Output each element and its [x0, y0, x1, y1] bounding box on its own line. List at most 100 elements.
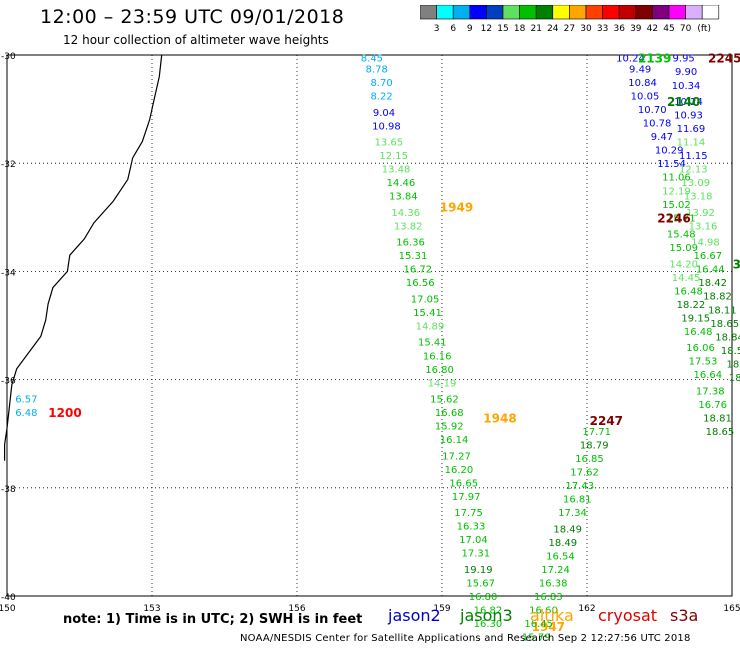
swh-value-label: 17.62 — [570, 468, 599, 479]
swh-value-label: 15.41 — [418, 338, 447, 349]
swh-value-label: 6.57 — [15, 395, 37, 406]
swh-value-label: 18.5 — [721, 346, 740, 357]
swh-value-label: 16.44 — [696, 265, 725, 276]
swh-value-label: 18.82 — [703, 292, 732, 303]
swh-value-label: 8.70 — [370, 78, 392, 89]
swh-value-label: 10.24 — [674, 97, 703, 108]
swh-value-label: 15.92 — [435, 422, 464, 433]
swh-value-label: 17.75 — [454, 508, 483, 519]
legend-item-cryosat: cryosat — [598, 606, 658, 625]
swh-value-label: 15.71 — [667, 213, 696, 224]
colorbar-tick-label: 12 — [481, 24, 492, 34]
colorbar-tick-label: 42 — [647, 24, 658, 34]
swh-value-label: 18.84 — [715, 332, 740, 343]
swh-value-label: 15.79 — [522, 633, 551, 644]
pass-time-label: 2139 — [638, 52, 671, 66]
swh-value-label: 16.67 — [694, 251, 723, 262]
map-frame — [6, 54, 733, 597]
swh-value-label: 14.20 — [669, 259, 698, 270]
swh-value-label: 16.48 — [674, 286, 703, 297]
lat-axis-label: -38 — [1, 485, 16, 495]
lat-axis-label: -32 — [1, 160, 16, 170]
legend-note: note: 1) Time is in UTC; 2) SWH is in fe… — [63, 612, 363, 627]
swh-value-label: 17.24 — [541, 565, 570, 576]
swh-value-label: 17.97 — [452, 492, 481, 503]
swh-value-label: 17.34 — [558, 508, 587, 519]
swh-value-label: 9.47 — [651, 132, 673, 143]
swh-value-label: 9.49 — [629, 65, 651, 76]
swh-value-label: 14.46 — [387, 178, 416, 189]
legend-item-jason3: jason3 — [460, 606, 513, 625]
swh-value-label: 15.67 — [466, 578, 495, 589]
swh-value-label: 9.95 — [673, 54, 695, 65]
pass-time-label: 2245 — [708, 52, 740, 66]
map-title: 12:00 – 23:59 UTC 09/01/2018 — [40, 6, 345, 28]
swh-value-label: 11.14 — [677, 138, 706, 149]
swh-value-label: 13.65 — [375, 138, 404, 149]
swh-value-label: 18.65 — [706, 427, 735, 438]
swh-value-label: 16.33 — [457, 522, 486, 533]
pass-time-label: 3 — [733, 257, 740, 271]
swh-value-label: 10.70 — [638, 105, 667, 116]
colorbar-tick-label: 18 — [514, 24, 526, 34]
coastline — [3, 54, 163, 461]
swh-value-label: 8.45 — [361, 54, 383, 65]
swh-value-label: 19.19 — [464, 565, 493, 576]
swh-value-label: 8.22 — [370, 92, 392, 103]
lon-axis-label: 165 — [723, 604, 740, 614]
swh-value-label: 19.15 — [681, 313, 710, 324]
colorbar-tick-label: 30 — [580, 24, 592, 34]
swh-value-label: 18.11 — [708, 305, 737, 316]
swh-value-label: 16.72 — [404, 265, 433, 276]
swh-value-label: 14.45 — [672, 273, 701, 284]
map-subtitle: 12 hour collection of altimeter wave hei… — [63, 33, 329, 47]
swh-value-label: 16.60 — [529, 606, 558, 617]
swh-value-label: 17.71 — [582, 427, 611, 438]
pass-time-label: 2140 — [667, 95, 700, 109]
colorbar-tick-label: 24 — [547, 24, 559, 34]
colorbar-tick-label: 39 — [630, 24, 642, 34]
swh-value-label: 11.54 — [657, 159, 686, 170]
swh-value-label: 12.13 — [679, 165, 708, 176]
lat-axis-label: -40 — [1, 593, 16, 603]
credit-line: NOAA/NESDIS Center for Satellite Applica… — [240, 633, 691, 644]
swh-value-label: 17.53 — [689, 357, 718, 368]
swh-value-label: 16.85 — [575, 454, 604, 465]
swh-value-label: 15.09 — [669, 243, 698, 254]
legend-item-jason2: jason2 — [388, 606, 441, 625]
swh-value-label: 11.06 — [662, 173, 691, 184]
swh-value-label: 18.49 — [553, 524, 582, 535]
swh-value-label: 15.62 — [430, 395, 459, 406]
swh-value-label: 16.16 — [423, 351, 452, 362]
swh-value-label: 14.89 — [416, 322, 445, 333]
swh-value-label: 10.78 — [643, 119, 672, 130]
swh-value-label: 10.29 — [655, 146, 684, 157]
swh-value-label: 16.36 — [396, 238, 425, 249]
pass-time-label: 1949 — [440, 200, 473, 214]
swh-value-label: 17.27 — [442, 451, 471, 462]
swh-value-label: 16.76 — [698, 400, 727, 411]
swh-value-label: 18.79 — [580, 441, 609, 452]
swh-value-label: 13.48 — [382, 165, 411, 176]
swh-value-label: 10.84 — [628, 78, 657, 89]
swh-value-label: 16.06 — [686, 343, 715, 354]
swh-value-label: 16.80 — [469, 592, 498, 603]
swh-value-label: 17.31 — [462, 549, 491, 560]
pass-time-label: 2247 — [590, 414, 623, 428]
wave-height-colorbar: 3 6 9 12 15 18 21 24 27 30 33 36 39 42 45 70 (ft) — [420, 5, 720, 34]
swh-value-label: 13.09 — [681, 178, 710, 189]
swh-value-label: 10.24 — [616, 54, 645, 65]
legend-item-altika: altika — [530, 606, 574, 625]
swh-value-label: 11.15 — [679, 151, 708, 162]
swh-value-label: 10.34 — [672, 81, 701, 92]
pass-time-label: 2246 — [657, 211, 690, 225]
swh-value-label: 16.30 — [474, 619, 503, 630]
swh-value-label: 6.48 — [15, 408, 37, 419]
colorbar-tick-label: 15 — [497, 24, 508, 34]
lon-axis-label: 159 — [433, 604, 450, 614]
swh-value-label: 16.38 — [539, 578, 568, 589]
swh-value-label: 14.19 — [428, 378, 457, 389]
swh-value-label: 16.82 — [474, 606, 503, 617]
swh-value-label: 18. — [729, 373, 740, 384]
swh-value-label: 16.83 — [534, 592, 563, 603]
